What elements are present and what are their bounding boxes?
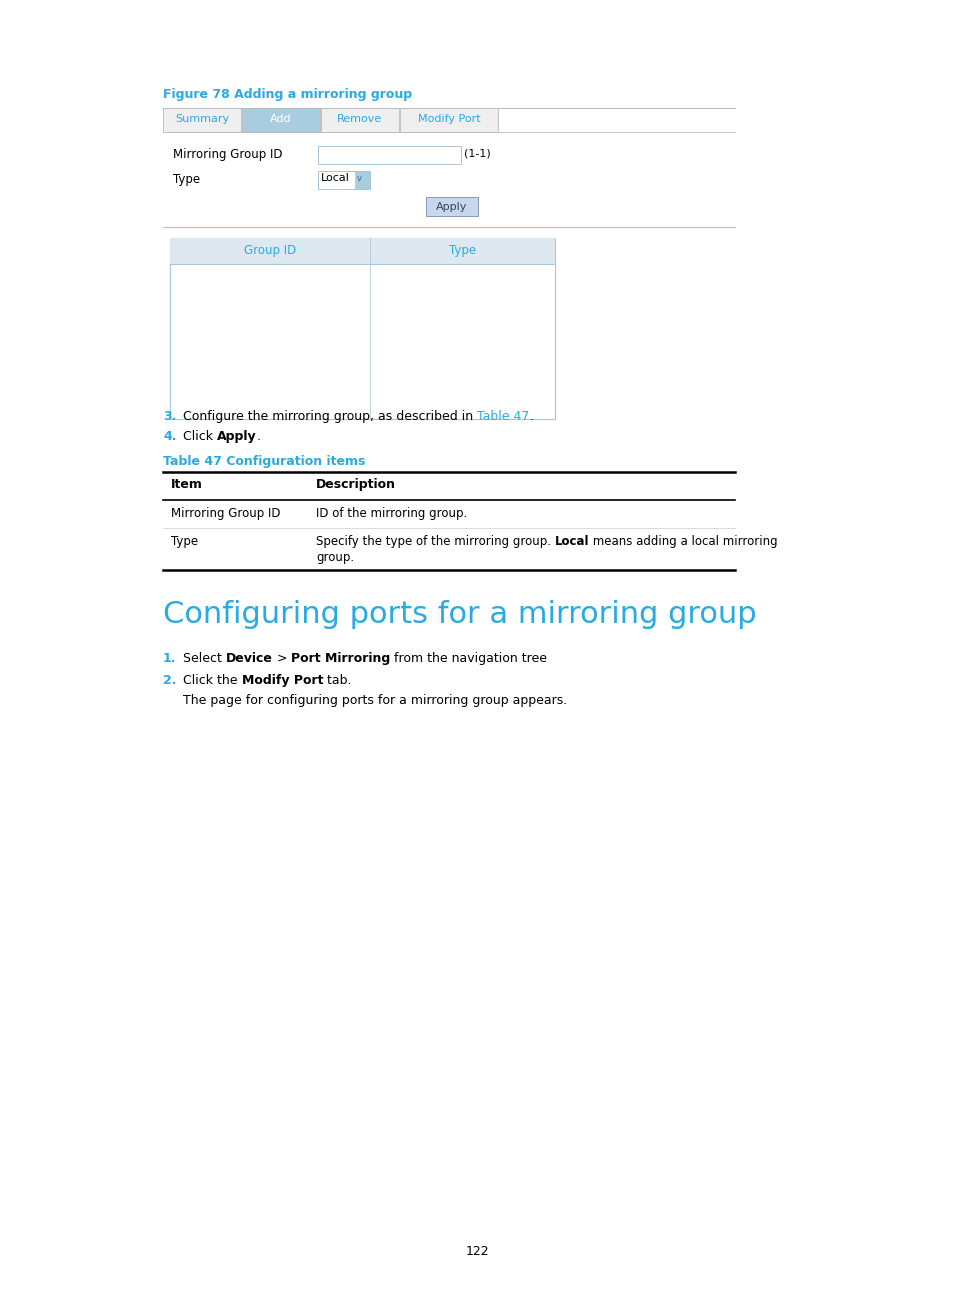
Text: means adding a local mirroring: means adding a local mirroring [589, 535, 777, 548]
Text: Select: Select [183, 652, 226, 665]
Text: from the navigation tree: from the navigation tree [390, 652, 547, 665]
Text: Apply: Apply [436, 202, 467, 213]
Text: .: . [529, 410, 533, 422]
Bar [317, 171, 370, 189]
Text: (1-1): (1-1) [463, 148, 490, 158]
Text: Click: Click [183, 430, 216, 443]
Text: Port Mirroring: Port Mirroring [291, 652, 390, 665]
Text: Table 47 Configuration items: Table 47 Configuration items [163, 455, 365, 468]
Text: 1.: 1. [163, 652, 176, 665]
Text: Item: Item [171, 478, 203, 491]
Text: Table 47: Table 47 [476, 410, 529, 422]
Bar [320, 108, 398, 132]
Text: Figure 78 Adding a mirroring group: Figure 78 Adding a mirroring group [163, 88, 412, 101]
Text: 122: 122 [465, 1245, 488, 1258]
Text: Local: Local [320, 172, 350, 183]
Text: >: > [273, 652, 291, 665]
Text: Add: Add [270, 114, 292, 124]
Text: Mirroring Group ID: Mirroring Group ID [172, 148, 282, 161]
Text: Description: Description [315, 478, 395, 491]
Text: Type: Type [172, 172, 200, 187]
Text: Apply: Apply [216, 430, 256, 443]
Text: Click the: Click the [183, 674, 241, 687]
Text: group.: group. [315, 551, 354, 564]
Text: Specify the type of the mirroring group.: Specify the type of the mirroring group. [315, 535, 554, 548]
Bar [242, 108, 319, 132]
Bar [399, 108, 497, 132]
Bar [170, 238, 555, 264]
Bar [317, 146, 460, 165]
Text: Device: Device [226, 652, 273, 665]
Text: Modify Port: Modify Port [417, 114, 479, 124]
Text: 2.: 2. [163, 674, 176, 687]
Bar [163, 108, 241, 132]
Text: .: . [256, 430, 260, 443]
Text: tab.: tab. [323, 674, 351, 687]
Bar [426, 197, 477, 216]
Text: v: v [356, 174, 361, 183]
Bar [355, 171, 370, 189]
Text: Summary: Summary [174, 114, 229, 124]
Text: 4.: 4. [163, 430, 176, 443]
Text: The page for configuring ports for a mirroring group appears.: The page for configuring ports for a mir… [183, 693, 567, 708]
Text: 3.: 3. [163, 410, 176, 422]
Text: Configuring ports for a mirroring group: Configuring ports for a mirroring group [163, 600, 756, 629]
Text: Group ID: Group ID [244, 244, 296, 257]
Text: Type: Type [171, 535, 198, 548]
Text: Modify Port: Modify Port [241, 674, 323, 687]
Text: ID of the mirroring group.: ID of the mirroring group. [315, 507, 467, 520]
Text: Type: Type [449, 244, 476, 257]
Text: Configure the mirroring group, as described in: Configure the mirroring group, as descri… [183, 410, 476, 422]
Text: Remove: Remove [337, 114, 382, 124]
Bar [170, 238, 555, 419]
Text: Mirroring Group ID: Mirroring Group ID [171, 507, 280, 520]
Text: Local: Local [554, 535, 589, 548]
